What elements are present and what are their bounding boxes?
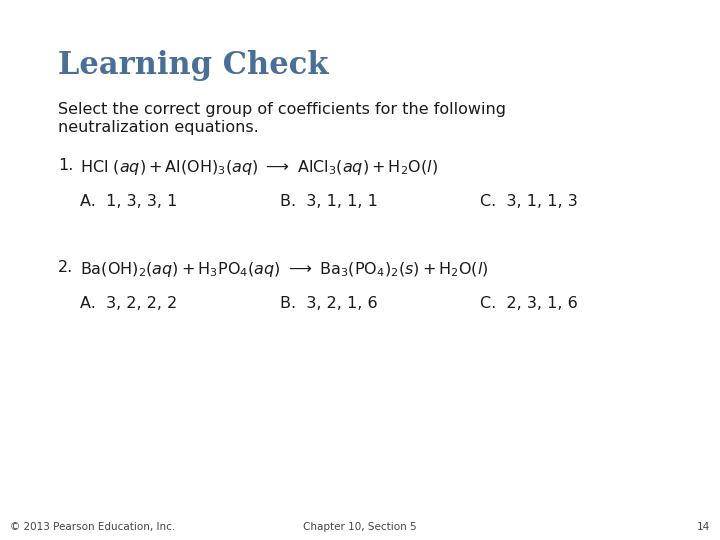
Text: C.  2, 3, 1, 6: C. 2, 3, 1, 6 (480, 296, 577, 311)
Text: A.  1, 3, 3, 1: A. 1, 3, 3, 1 (80, 194, 177, 209)
Text: © 2013 Pearson Education, Inc.: © 2013 Pearson Education, Inc. (10, 522, 175, 532)
Text: $\mathrm{HCl}\ \mathit{(aq)} + \mathrm{Al(OH)_3}\mathit{(aq)}\ \longrightarrow\ : $\mathrm{HCl}\ \mathit{(aq)} + \mathrm{A… (80, 158, 438, 177)
Text: Learning Check: Learning Check (58, 50, 328, 81)
Text: B.  3, 1, 1, 1: B. 3, 1, 1, 1 (280, 194, 378, 209)
Text: A.  3, 2, 2, 2: A. 3, 2, 2, 2 (80, 296, 177, 311)
Text: C.  3, 1, 1, 3: C. 3, 1, 1, 3 (480, 194, 577, 209)
Text: 2.: 2. (58, 260, 73, 275)
Text: Chapter 10, Section 5: Chapter 10, Section 5 (303, 522, 417, 532)
Text: $\mathrm{Ba(OH)_2}\mathit{(aq)} + \mathrm{H_3PO_4}\mathit{(aq)}\ \longrightarrow: $\mathrm{Ba(OH)_2}\mathit{(aq)} + \mathr… (80, 260, 489, 279)
Text: neutralization equations.: neutralization equations. (58, 120, 258, 135)
Text: Select the correct group of coefficients for the following: Select the correct group of coefficients… (58, 102, 506, 117)
Text: B.  3, 2, 1, 6: B. 3, 2, 1, 6 (280, 296, 377, 311)
Text: 1.: 1. (58, 158, 73, 173)
Text: 14: 14 (697, 522, 710, 532)
